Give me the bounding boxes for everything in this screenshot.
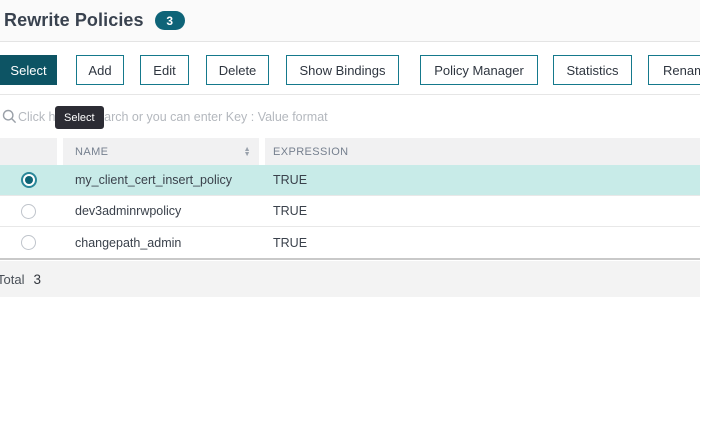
total-value: 3 [33,271,41,287]
policies-table: NAME ▲ ▼ EXPRESSION my_client_cert_insert… [0,138,700,260]
show-bindings-button[interactable]: Show Bindings [286,55,399,85]
statistics-button[interactable]: Statistics [553,55,632,85]
expression-column-label: EXPRESSION [273,145,349,158]
rename-button[interactable]: Rename [648,55,700,85]
sort-icon[interactable]: ▲ ▼ [243,145,251,158]
radio-column-header [0,138,57,165]
name-column-label: NAME [75,145,109,158]
select-button[interactable]: Select [0,55,57,85]
expression-column-header: EXPRESSION [265,138,700,165]
search-input[interactable] [18,109,678,124]
table-bottom-border [0,258,700,260]
policy-name: my_client_cert_insert_policy [75,173,233,187]
search-bar: Select [0,95,700,138]
page-header: Rewrite Policies 3 [0,0,700,42]
policy-manager-button[interactable]: Policy Manager [420,55,538,85]
table-row[interactable]: changepath_admin TRUE [0,227,700,258]
policy-expression: TRUE [273,173,308,187]
add-button[interactable]: Add [76,55,124,85]
policy-name: dev3adminrwpolicy [75,204,182,218]
policy-name: changepath_admin [75,235,182,250]
table-footer: Total 3 [0,261,700,297]
toolbar: Select Add Edit Delete Show Bindings Pol… [0,42,700,95]
radio-selected[interactable] [20,172,37,188]
table-row[interactable]: dev3adminrwpolicy TRUE [0,196,700,227]
total-label: Total [0,271,25,287]
page-title: Rewrite Policies [4,10,144,30]
count-badge: 3 [154,11,185,30]
edit-button[interactable]: Edit [140,55,189,85]
search-icon [2,109,17,129]
select-tooltip: Select [55,106,104,129]
policy-expression: TRUE [273,204,308,218]
table-row[interactable]: my_client_cert_insert_policy TRUE [0,165,700,196]
radio-unselected[interactable] [21,235,36,250]
name-column-header[interactable]: NAME ▲ ▼ [63,138,259,165]
table-header-row: NAME ▲ ▼ EXPRESSION [0,138,700,165]
policy-expression: TRUE [273,235,308,250]
delete-button[interactable]: Delete [206,55,269,85]
radio-unselected[interactable] [21,203,36,219]
